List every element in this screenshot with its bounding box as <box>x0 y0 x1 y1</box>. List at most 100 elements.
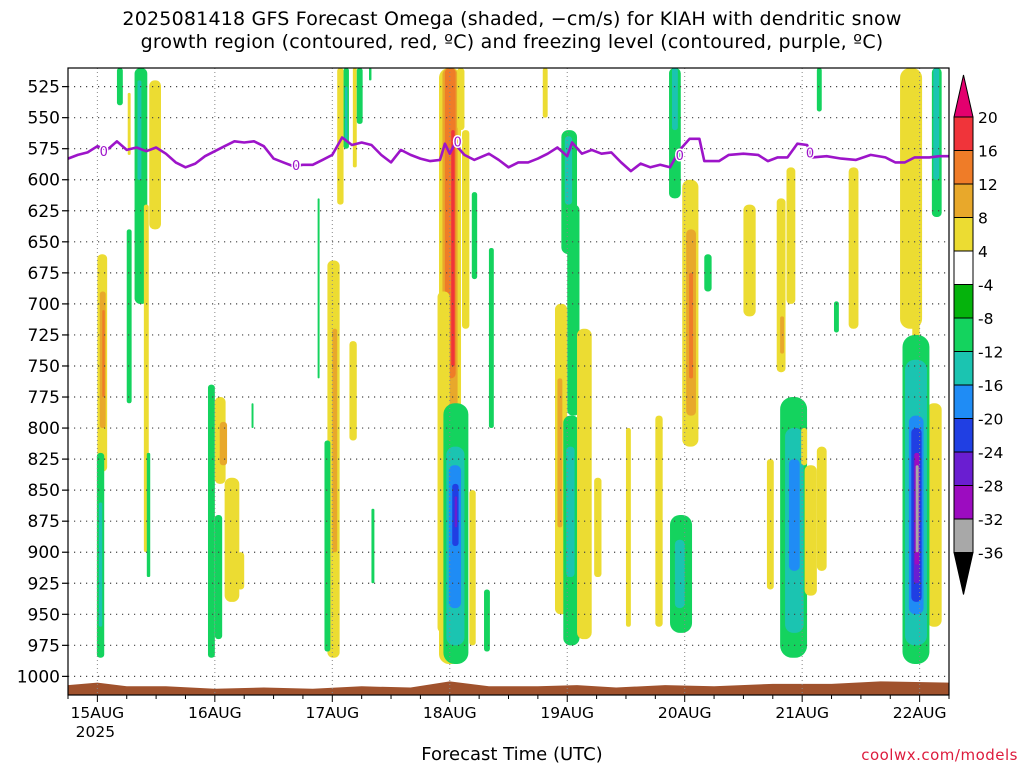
y-tick-label: 775 <box>28 388 60 408</box>
omega-region <box>149 80 161 230</box>
colorbar-label: -36 <box>978 545 1003 563</box>
y-tick-label: 975 <box>28 636 60 656</box>
y-tick-label: 825 <box>28 450 60 470</box>
omega-region <box>454 496 458 528</box>
omega-region <box>816 446 827 571</box>
y-axis: 525 550 575 600 625 650 675 700 725 750 775 800 825 8… <box>17 78 68 687</box>
y-tick-label: 550 <box>28 109 60 129</box>
y-tick-label: 725 <box>28 326 60 346</box>
omega-region <box>833 301 839 333</box>
omega-region <box>801 428 808 466</box>
omega-shading <box>96 68 942 664</box>
omega-region <box>786 167 796 304</box>
omega-region <box>671 68 678 131</box>
colorbar-segment <box>953 284 974 319</box>
omega-region <box>98 502 103 627</box>
y-tick-label: 950 <box>28 605 60 625</box>
omega-region <box>471 192 478 280</box>
colorbar-label: 20 <box>978 109 998 127</box>
y-tick-label: 700 <box>28 295 60 315</box>
y-tick-label: 600 <box>28 171 60 191</box>
omega-region <box>102 310 105 398</box>
colorbar-segment <box>953 384 974 419</box>
colorbar-bottom-triangle <box>953 552 974 595</box>
omega-region <box>577 328 592 640</box>
freezing-level-label: 0 <box>453 135 461 150</box>
y-tick-label: 900 <box>28 543 60 563</box>
omega-region <box>900 68 923 329</box>
colorbar-segment <box>953 451 974 486</box>
x-tick-label: 15AUG <box>71 704 125 722</box>
omega-region <box>564 136 573 205</box>
omega-region <box>224 477 240 602</box>
y-tick-label: 575 <box>28 140 60 160</box>
omega-region <box>332 328 338 553</box>
omega-region <box>214 514 223 640</box>
colorbar-segment <box>953 116 974 151</box>
colorbar-segment <box>953 518 974 553</box>
omega-region <box>804 465 817 596</box>
omega-region <box>469 490 476 646</box>
colorbar-segment <box>953 317 974 352</box>
colorbar-segment <box>953 351 974 386</box>
omega-region <box>655 415 663 627</box>
colorbar-segment <box>953 418 974 453</box>
omega-region <box>816 68 822 112</box>
freezing-level: 0 0 0 0 0 <box>67 134 949 175</box>
credit-link[interactable]: coolwx.com/models <box>861 746 1018 764</box>
colorbar-label: -24 <box>978 444 1003 462</box>
omega-region <box>236 552 245 590</box>
freezing-level-label: 0 <box>676 149 684 164</box>
colorbar-label: 12 <box>978 176 998 194</box>
omega-region <box>369 68 372 81</box>
omega-region <box>349 341 357 441</box>
omega-region <box>137 80 142 180</box>
x-tick-label: 22AUG <box>893 704 947 722</box>
colorbar-label: -16 <box>978 377 1003 395</box>
colorbar-label: -20 <box>978 411 1003 429</box>
omega-region <box>219 421 228 466</box>
colorbar-label: 4 <box>978 243 988 261</box>
colorbar-top-triangle <box>953 74 974 118</box>
x-axis-label: Forecast Time (UTC) <box>421 744 603 765</box>
omega-region <box>566 446 575 578</box>
colorbar-segment <box>953 217 974 252</box>
y-tick-label: 925 <box>28 574 60 594</box>
colorbar-label: 8 <box>978 210 988 228</box>
x-tick-label: 20AUG <box>658 704 712 722</box>
colorbar-label: -8 <box>978 310 993 328</box>
y-tick-label: 875 <box>28 512 60 532</box>
omega-region <box>462 130 470 329</box>
omega-region <box>127 92 131 155</box>
omega-region <box>352 68 357 168</box>
omega-region <box>625 428 631 627</box>
surface-area <box>68 681 949 695</box>
omega-region <box>567 204 580 416</box>
y-tick-label: 1000 <box>17 667 60 687</box>
grid <box>68 68 949 695</box>
freezing-level-label: 0 <box>100 145 108 160</box>
y-tick-label: 800 <box>28 419 60 439</box>
colorbar-segment <box>953 250 974 285</box>
omega-region <box>251 403 254 429</box>
omega-region <box>926 403 942 627</box>
colorbar: 20 16 12 8 4 -4 -8 -12 -16 -20 -24 -28 -32 -36 <box>953 74 1003 595</box>
omega-region <box>116 68 123 106</box>
colorbar-segment <box>953 150 974 185</box>
omega-region <box>451 130 455 366</box>
title-line-2: growth region (contoured, red, ºC) and f… <box>140 31 884 53</box>
omega-region <box>542 68 548 118</box>
colorbar-label: 16 <box>978 143 998 161</box>
omega-region <box>356 68 363 124</box>
y-tick-label: 675 <box>28 264 60 284</box>
colorbar-label: -32 <box>978 511 1003 529</box>
colorbar-segment <box>953 485 974 520</box>
x-tick-label: 19AUG <box>540 704 594 722</box>
colorbar-segment <box>953 183 974 218</box>
omega-region <box>484 589 490 652</box>
colorbar-label: -28 <box>978 478 1003 496</box>
title-line-1: 2025081418 GFS Forecast Omega (shaded, −… <box>122 8 902 30</box>
omega-region <box>788 459 800 571</box>
